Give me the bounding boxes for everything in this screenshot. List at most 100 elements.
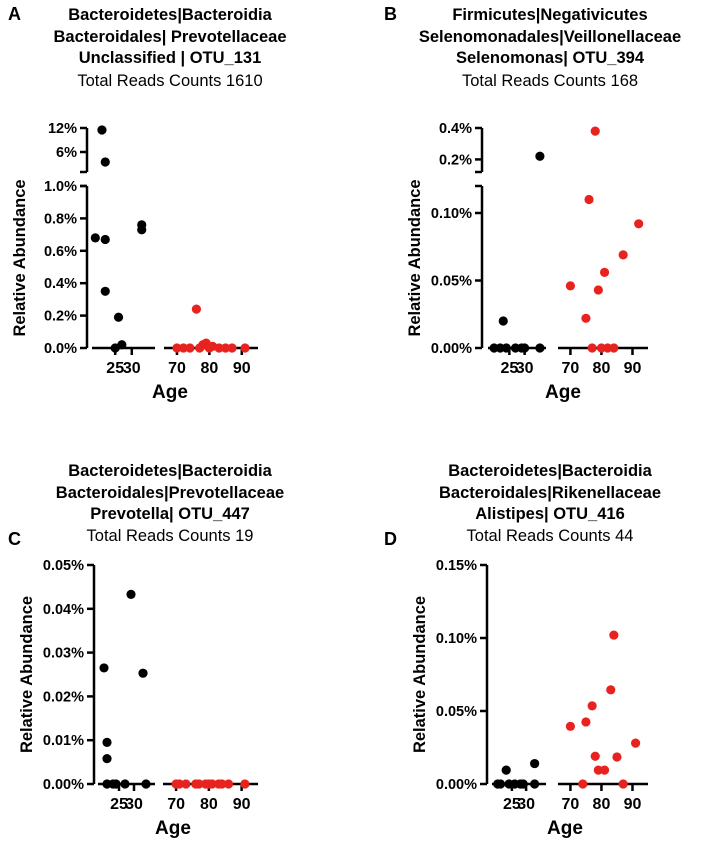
y-tick-label: 0.04%: [43, 602, 84, 618]
y-tick-label: 0.05%: [431, 274, 472, 290]
y-tick-label: 0.4%: [44, 276, 77, 292]
x-tick-label: 30: [516, 360, 534, 377]
panel-letter: C: [8, 529, 21, 549]
data-point-old: [634, 219, 644, 229]
x-tick-label: 80: [593, 796, 611, 813]
data-point-young: [501, 343, 511, 353]
x-tick-label: 70: [562, 360, 580, 377]
data-point-old: [606, 685, 616, 695]
data-point-old: [581, 313, 591, 323]
data-point-old: [172, 343, 182, 353]
x-axis-title: Age: [547, 818, 583, 839]
data-point-young: [100, 286, 110, 296]
x-axis-title: Age: [155, 818, 191, 839]
y-tick-label: 0.05%: [436, 704, 477, 720]
data-point-old: [590, 751, 600, 761]
x-tick-label: 25: [503, 796, 521, 813]
data-point-young: [97, 125, 107, 135]
panel-letter: B: [384, 4, 397, 24]
y-tick-label: 0.10%: [431, 206, 472, 222]
y-tick-label: 1.0%: [44, 179, 77, 195]
data-point-old: [191, 304, 202, 314]
chart-title-line: Bacteroidetes|Bacteroidia: [448, 462, 652, 480]
x-tick-label: 25: [500, 360, 518, 377]
data-point-old: [581, 717, 591, 727]
chart-subtitle: Total Reads Counts 168: [462, 72, 638, 90]
x-tick-label: 30: [125, 796, 143, 813]
data-point-young: [535, 151, 545, 161]
data-point-old: [194, 779, 204, 789]
data-point-old: [593, 285, 603, 295]
y-tick-label: 0.4%: [439, 121, 472, 137]
panel-a: A Bacteroidetes|Bacteroidia Bacteroidales|…: [8, 4, 287, 403]
data-point-old: [217, 779, 227, 789]
data-point-young: [535, 343, 545, 353]
x-tick-label: 90: [624, 796, 642, 813]
data-point-old: [578, 779, 588, 789]
data-point-young: [530, 758, 540, 769]
chart-subtitle: Total Reads Counts 19: [87, 527, 254, 545]
x-axis-title: Age: [545, 382, 581, 403]
x-tick-label: 80: [200, 360, 218, 377]
chart-title-line: Prevotella| OTU_447: [90, 505, 250, 523]
chart-title-line: Selenomonadales|Veillonellaceae: [419, 28, 681, 46]
x-tick-label: 30: [123, 360, 141, 377]
x-tick-label: 70: [168, 360, 186, 377]
data-point-old: [599, 765, 610, 775]
y-axis-title: Relative Abundance: [11, 179, 29, 336]
panel-letter: D: [384, 529, 397, 549]
chart-title-line: Bacteroidetes|Bacteroidia: [68, 6, 272, 24]
data-point-young: [90, 233, 100, 243]
data-point-young: [99, 663, 109, 673]
data-point-old: [630, 738, 641, 748]
data-point-young: [102, 737, 112, 747]
data-point-young: [498, 316, 508, 326]
data-point-old: [185, 343, 195, 353]
data-point-young: [100, 157, 110, 167]
y-axis-title: Relative Abundance: [406, 179, 424, 336]
y-tick-label: 0.0%: [44, 341, 77, 357]
y-tick-label: 0.03%: [43, 646, 84, 662]
data-point-old: [612, 752, 622, 762]
data-point-old: [609, 630, 619, 640]
data-point-old: [181, 779, 191, 789]
data-point-young: [138, 668, 148, 678]
x-tick-label: 25: [106, 360, 124, 377]
chart-title-line: Alistipes| OTU_416: [475, 505, 625, 523]
data-point-young: [530, 779, 540, 789]
data-point-old: [207, 779, 217, 789]
x-tick-label: 25: [110, 796, 128, 813]
y-tick-label: 0.05%: [43, 558, 84, 574]
data-point-old: [587, 701, 597, 711]
x-tick-label: 70: [562, 796, 580, 813]
data-point-young: [501, 765, 511, 775]
x-tick-label: 30: [517, 796, 535, 813]
chart-title-line: Bacteroidales|Rikenellaceae: [439, 484, 661, 502]
data-point-old: [618, 779, 628, 789]
x-tick-label: 80: [200, 796, 218, 813]
x-tick-label: 80: [593, 360, 611, 377]
data-point-old: [590, 126, 600, 136]
y-tick-label: 0.00%: [436, 777, 477, 793]
y-tick-label: 0.02%: [43, 689, 84, 705]
y-tick-label: 0.15%: [436, 558, 477, 574]
y-tick-label: 0.2%: [44, 309, 77, 325]
data-point-old: [565, 721, 576, 731]
data-point-old: [174, 779, 184, 789]
panel-d: D Bacteroidetes|Bacteroidia Bacteroidales|…: [384, 462, 661, 839]
chart-title-line: Firmicutes|Negativicutes: [452, 6, 647, 24]
data-point-old: [609, 343, 619, 353]
y-tick-label: 0.00%: [43, 777, 84, 793]
data-point-old: [223, 779, 234, 789]
y-tick-label: 0.6%: [44, 244, 77, 260]
panel-b: B Firmicutes|Negativicutes Selenomonadales…: [384, 4, 681, 403]
data-point-young: [137, 225, 147, 235]
x-tick-label: 70: [167, 796, 185, 813]
panel-c: C Bacteroidetes|Bacteroidia Bacteroidales|…: [8, 462, 284, 839]
data-point-young: [117, 340, 127, 350]
data-point-old: [240, 343, 250, 353]
data-point-old: [227, 343, 237, 353]
x-tick-label: 90: [233, 360, 251, 377]
y-axis-title: Relative Abundance: [411, 596, 429, 753]
chart-title-line: Unclassified | OTU_131: [79, 49, 262, 67]
